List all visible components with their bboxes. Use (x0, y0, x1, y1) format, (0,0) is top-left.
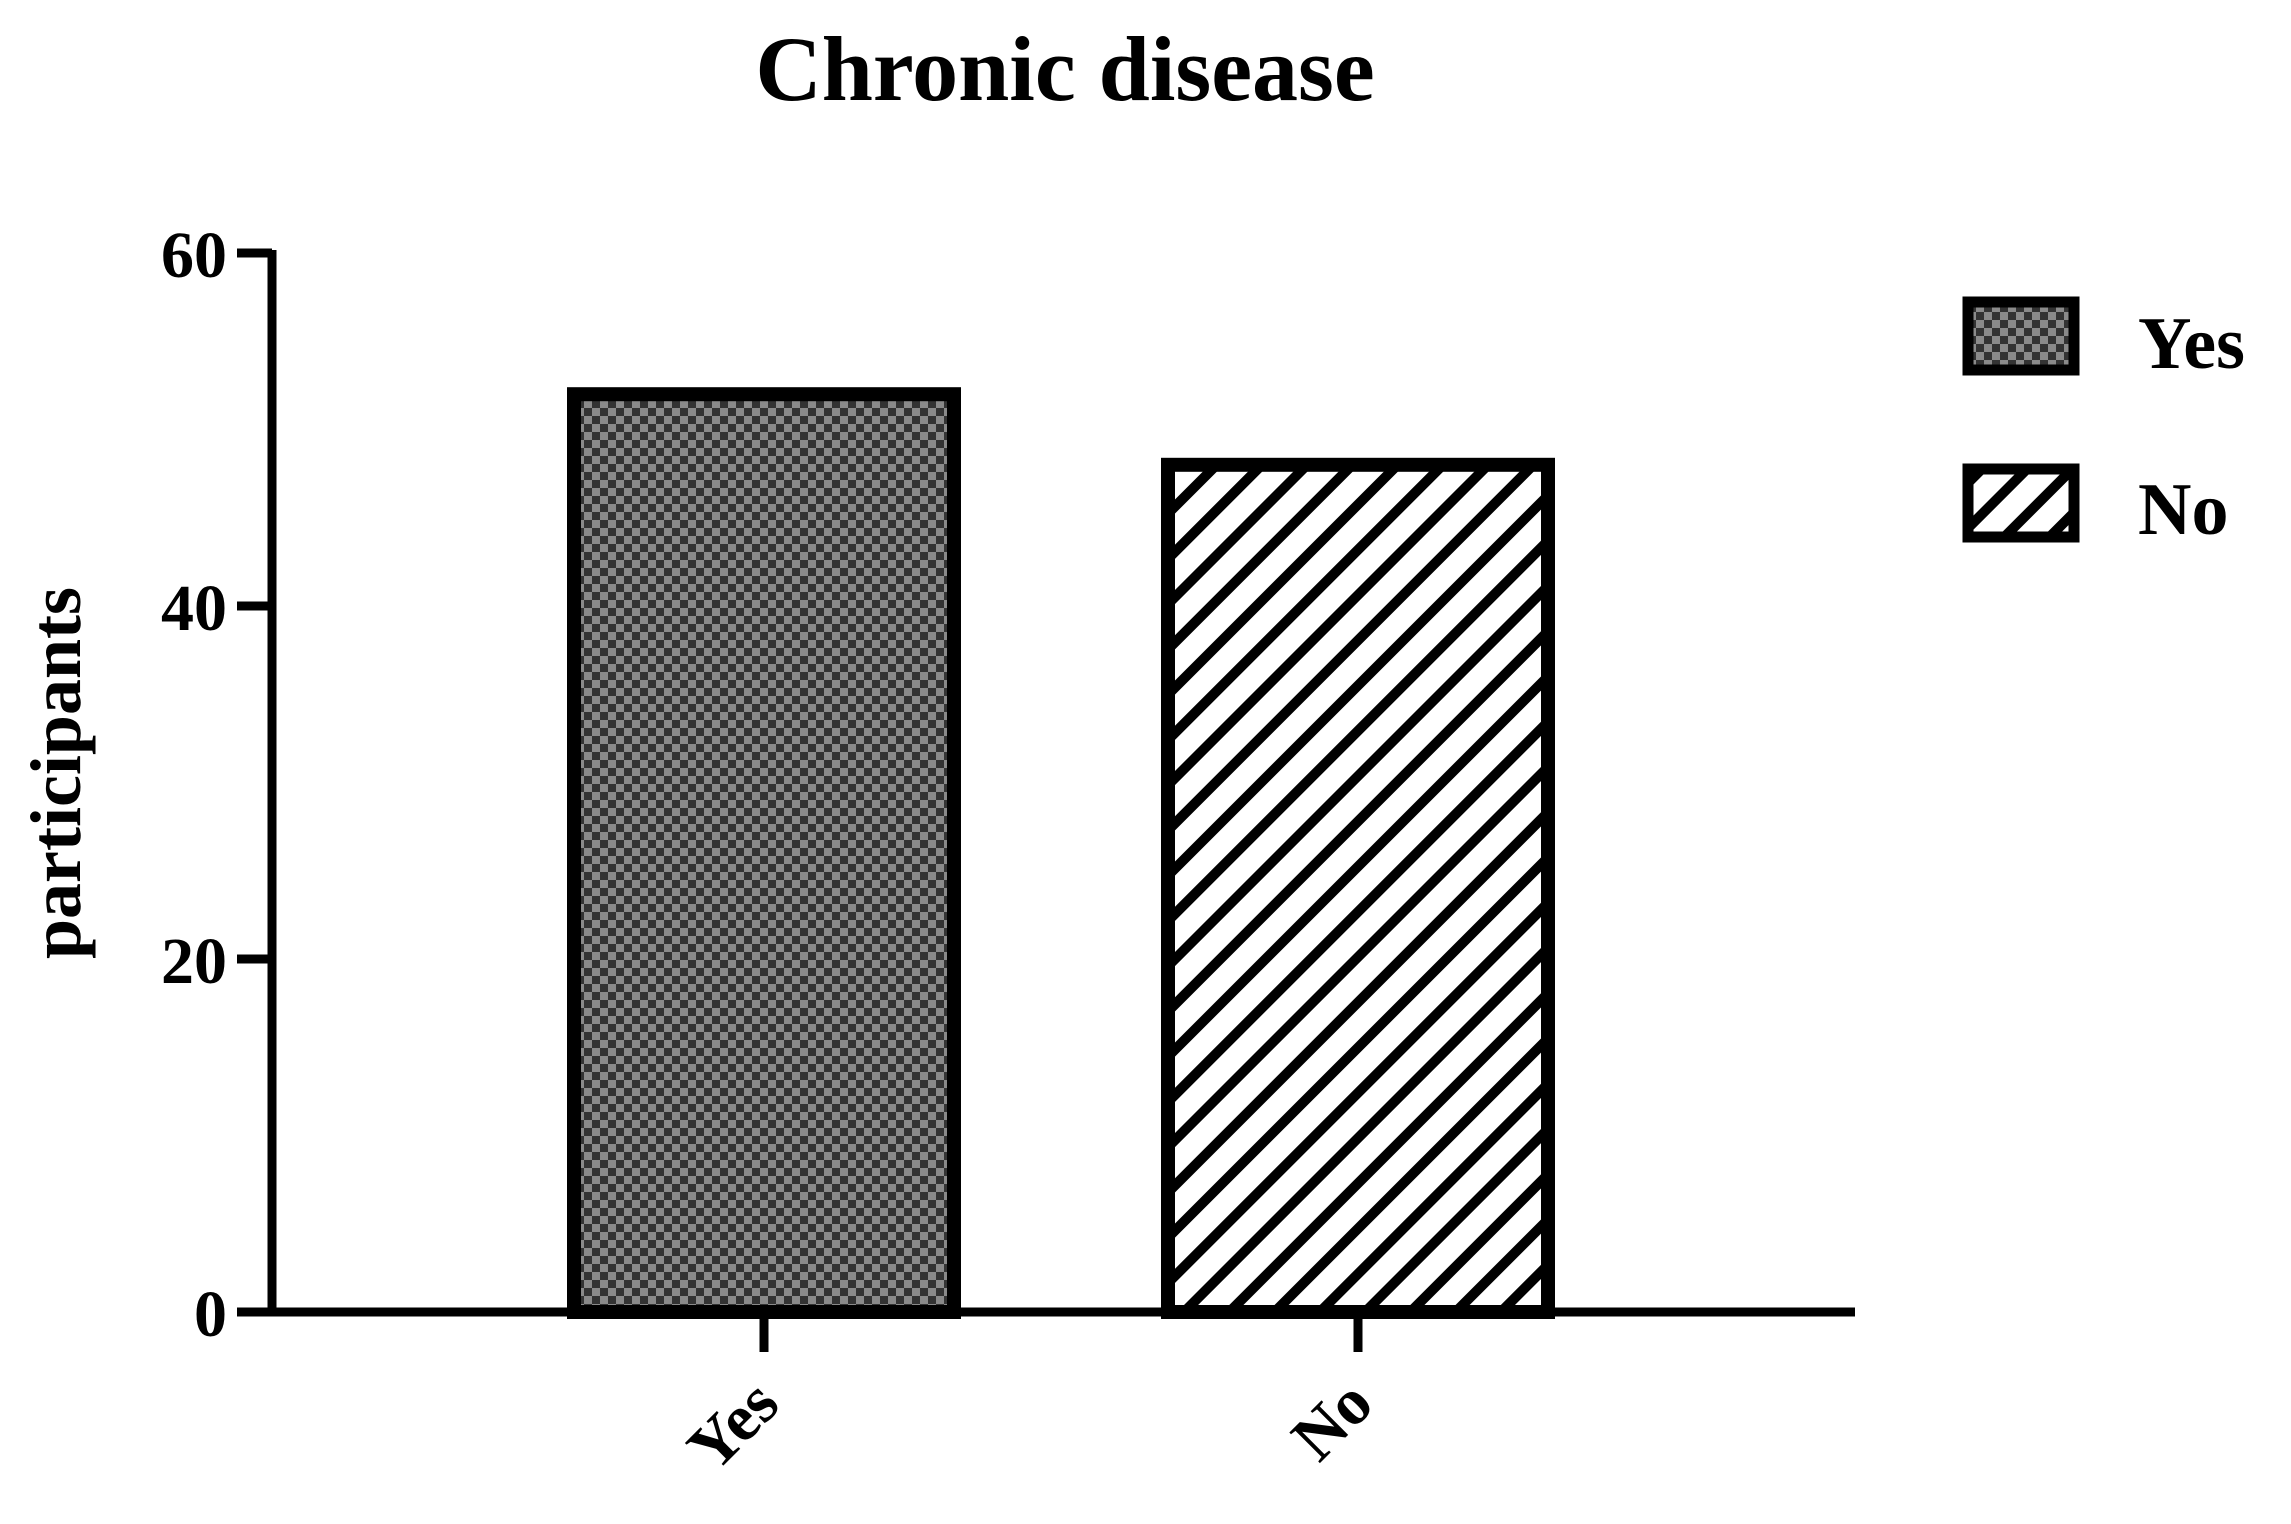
plot-area: 0 20 40 60 Yes No (161, 219, 1855, 1485)
y-tick-label-0: 0 (194, 1278, 227, 1351)
y-tick-label-40: 40 (161, 572, 227, 645)
bar-no (1161, 457, 1555, 1319)
legend: Yes No (1962, 296, 2245, 551)
x-tick-label-yes: Yes (674, 1366, 793, 1485)
legend-label-yes: Yes (2138, 303, 2245, 385)
y-tick-label-20: 20 (161, 925, 227, 998)
legend-label-no: No (2138, 469, 2228, 551)
x-tick-label-no: No (1278, 1366, 1387, 1475)
y-axis-label: participants (16, 587, 96, 959)
bar-yes (567, 387, 961, 1319)
chart-title: Chronic disease (755, 18, 1374, 120)
legend-swatch-no (1962, 463, 2080, 543)
y-tick-label-60: 60 (161, 219, 227, 292)
legend-swatch-yes (1962, 296, 2080, 376)
